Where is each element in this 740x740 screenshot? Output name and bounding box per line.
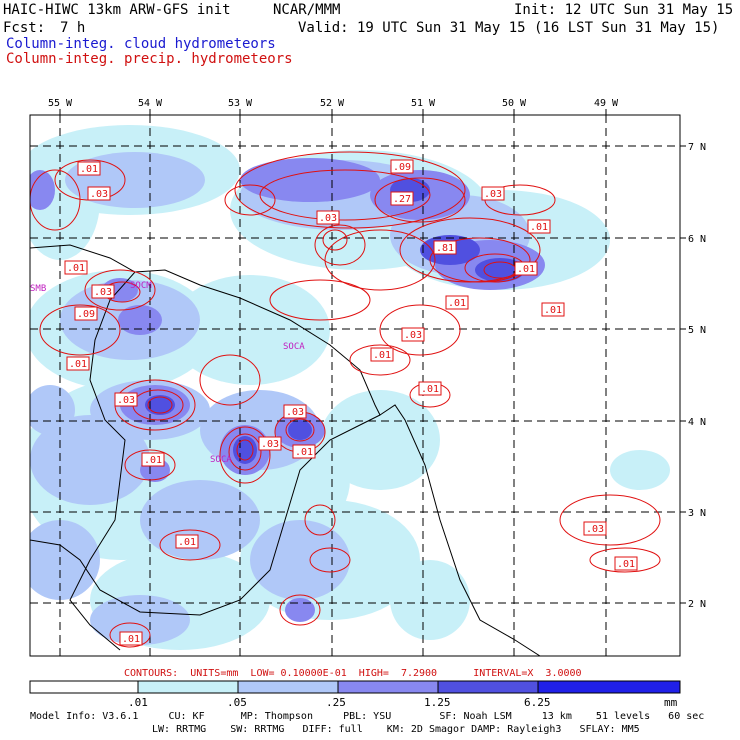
contour-info: CONTOURS: UNITS=mm LOW= 0.10000E-01 HIGH…: [124, 668, 582, 679]
colorbar-bin-4: [437, 680, 539, 694]
lat-label-4n: 4 N: [688, 417, 706, 428]
svg-text:.01: .01: [421, 384, 439, 395]
svg-text:.01: .01: [80, 164, 98, 175]
colorbar-bin-2: [237, 680, 339, 694]
station-smb: SMB: [30, 284, 46, 294]
lat-label-2n: 2 N: [688, 599, 706, 610]
svg-text:.09: .09: [77, 309, 95, 320]
legend-cloud: Column-integ. cloud hydrometeors: [6, 36, 276, 52]
colorbar-tick-4: 6.25: [524, 696, 551, 709]
svg-text:.01: .01: [448, 298, 466, 309]
svg-text:.01: .01: [517, 264, 535, 275]
colorbar-unit: mm: [664, 696, 678, 709]
fcst-label: Fcst:: [3, 20, 46, 36]
model-info-line1: Model Info: V3.6.1 CU: KF MP: Thompson P…: [30, 711, 705, 722]
svg-text:.01: .01: [67, 263, 85, 274]
svg-text:.01: .01: [617, 559, 635, 570]
lon-label-49w: 49 W: [594, 98, 619, 109]
contour-labels: .01 .03 .09 .03 .27 .01 .03 .01 .81 .01 …: [64, 159, 638, 646]
org-label: NCAR/MMM: [273, 2, 341, 18]
svg-text:.03: .03: [94, 287, 112, 298]
svg-text:.01: .01: [373, 350, 391, 361]
svg-text:.81: .81: [436, 243, 454, 254]
svg-text:.03: .03: [319, 213, 337, 224]
colorbar-bin-0: [29, 680, 139, 694]
colorbar-tick-2: .25: [326, 696, 346, 709]
lon-label-52w: 52 W: [320, 98, 345, 109]
station-socm: SOCM: [130, 281, 152, 291]
lat-label-6n: 6 N: [688, 234, 706, 245]
fcst-value: 7 h: [60, 20, 86, 36]
svg-text:.01: .01: [530, 222, 548, 233]
model-info-line2: LW: RRTMG SW: RRTMG DIFF: full KM: 2D Sm…: [152, 724, 640, 735]
lat-lon-grid: [30, 115, 680, 656]
svg-text:.01: .01: [178, 537, 196, 548]
colorbar: [29, 680, 681, 694]
colorbar-tick-1: .05: [227, 696, 247, 709]
svg-text:.01: .01: [295, 447, 313, 458]
lat-label-3n: 3 N: [688, 508, 706, 519]
svg-text:.01: .01: [69, 359, 87, 370]
station-soca-1: SOCA: [283, 342, 305, 352]
init-time: Init: 12 UTC Sun 31 May 15: [514, 2, 734, 18]
title-left: HAIC-HIWC 13km ARW-GFS init: [3, 2, 231, 18]
legend-precip: Column-integ. precip. hydrometeors: [6, 51, 293, 67]
svg-text:.01: .01: [144, 455, 162, 466]
lon-label-54w: 54 W: [138, 98, 163, 109]
svg-text:.09: .09: [393, 162, 411, 173]
lon-label-51w: 51 W: [411, 98, 436, 109]
colorbar-bin-5: [537, 680, 681, 694]
svg-text:.01: .01: [544, 305, 562, 316]
svg-text:.01: .01: [122, 634, 140, 645]
colorbar-bin-3: [337, 680, 439, 694]
lat-label-7n: 7 N: [688, 142, 706, 153]
svg-text:.03: .03: [586, 524, 604, 535]
svg-text:.27: .27: [393, 194, 411, 205]
cloud-shading: [30, 125, 670, 650]
station-soca-2: SOCA: [210, 455, 232, 465]
svg-text:.03: .03: [117, 395, 135, 406]
lon-label-50w: 50 W: [502, 98, 527, 109]
svg-text:.03: .03: [484, 189, 502, 200]
svg-text:.03: .03: [261, 439, 279, 450]
svg-text:.03: .03: [404, 330, 422, 341]
coastline: [30, 244, 541, 656]
valid-time: Valid: 19 UTC Sun 31 May 15 (16 LST Sun …: [298, 20, 720, 36]
plot-frame: [29, 114, 681, 657]
lat-label-5n: 5 N: [688, 325, 706, 336]
lon-label-53w: 53 W: [228, 98, 253, 109]
colorbar-tick-0: .01: [128, 696, 148, 709]
station-labels: SMB SOCM SOCA SOCA: [30, 281, 305, 465]
svg-text:.03: .03: [286, 407, 304, 418]
svg-text:.03: .03: [90, 189, 108, 200]
colorbar-bin-1: [137, 680, 239, 694]
colorbar-tick-3: 1.25: [424, 696, 451, 709]
lon-label-55w: 55 W: [48, 98, 73, 109]
